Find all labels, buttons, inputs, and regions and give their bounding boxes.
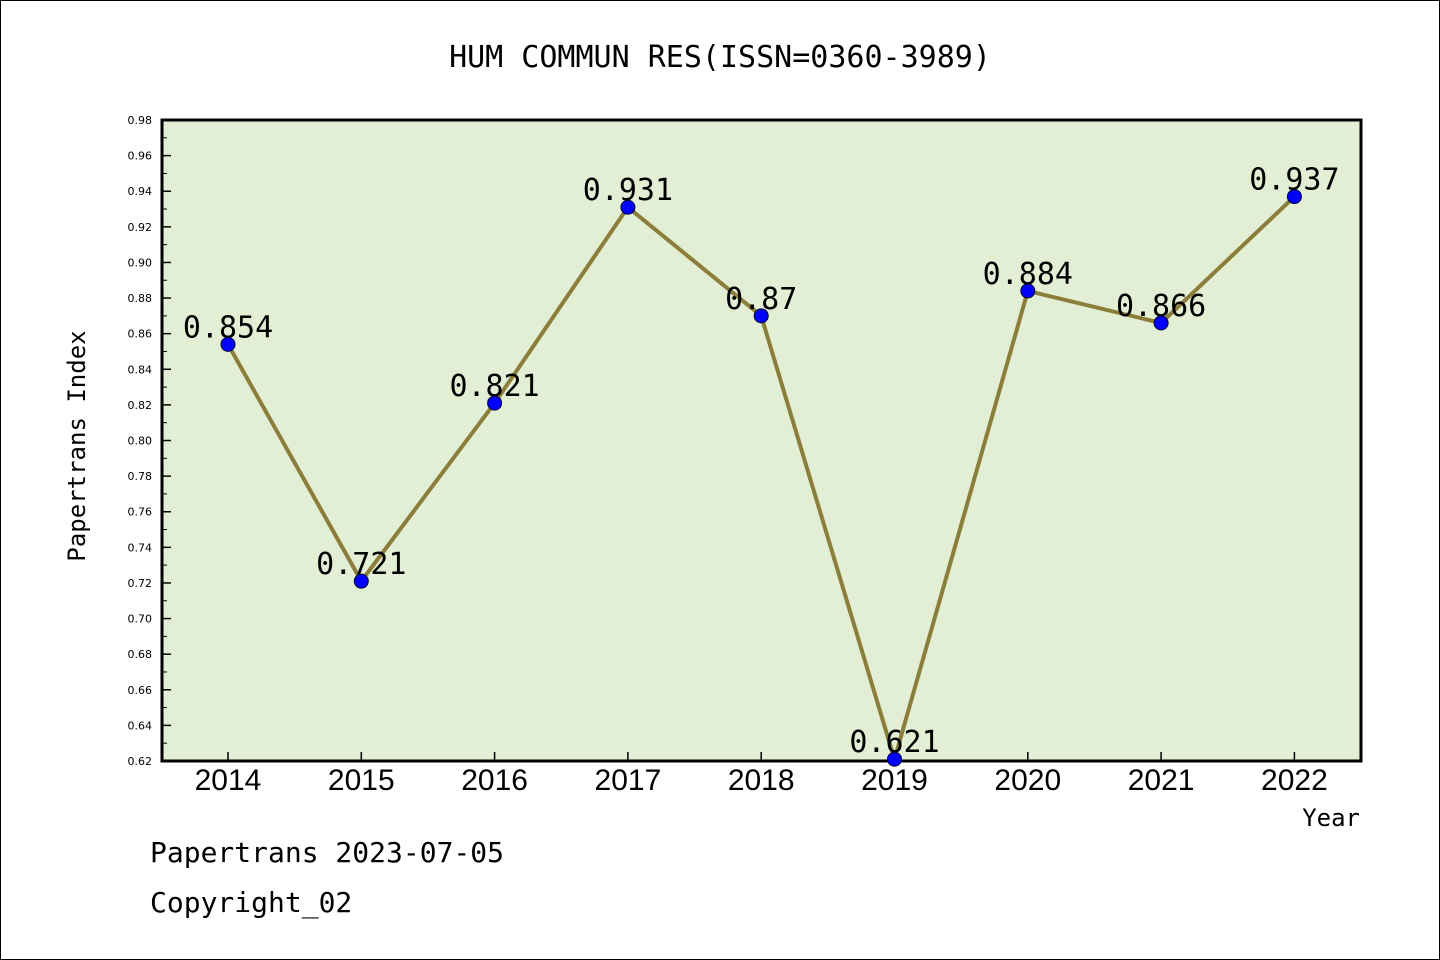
data-label: 0.854 — [183, 310, 273, 345]
footer-copyright: Copyright_02 — [150, 886, 353, 919]
data-point — [220, 336, 236, 352]
y-tick-label: 0.70 — [128, 613, 153, 626]
y-tick-label: 0.64 — [128, 719, 153, 732]
x-tick-label: 2020 — [994, 764, 1061, 797]
data-point — [753, 308, 769, 324]
y-tick-label: 0.66 — [128, 684, 153, 697]
plot-area — [160, 118, 1363, 763]
y-tick-label: 0.84 — [128, 363, 153, 376]
x-tick-label: 2021 — [1128, 764, 1195, 797]
data-markers — [220, 189, 1302, 767]
y-tick-label: 0.96 — [128, 150, 153, 163]
y-tick-label: 0.74 — [128, 541, 153, 554]
x-tick-label: 2015 — [328, 764, 395, 797]
y-tick-label: 0.80 — [128, 435, 153, 448]
y-tick-label: 0.76 — [128, 506, 153, 519]
y-tick-label: 0.62 — [128, 755, 153, 768]
y-tick-label: 0.90 — [128, 256, 153, 269]
data-label: 0.621 — [849, 725, 939, 760]
data-point — [1153, 315, 1169, 331]
data-label: 0.866 — [1116, 289, 1206, 324]
data-point — [1020, 283, 1036, 299]
data-label: 0.937 — [1249, 163, 1339, 198]
y-tick-label: 0.92 — [128, 221, 153, 234]
y-axis-label: Papertrans Index — [63, 330, 91, 561]
x-tick-label: 2014 — [195, 764, 262, 797]
x-tick-label: 2017 — [595, 764, 662, 797]
x-tick-label: 2022 — [1261, 764, 1328, 797]
x-tick-label: 2018 — [728, 764, 795, 797]
data-point — [887, 751, 902, 767]
data-label: 0.821 — [449, 369, 539, 404]
data-label: 0.884 — [983, 257, 1073, 292]
data-label: 0.87 — [725, 282, 797, 317]
chart-title: HUM COMMUN RES(ISSN=0360-3989) — [449, 40, 991, 75]
y-axis: 0.62 0.64 0.66 0.68 0.70 0.72 0.74 0.76 0.78 0.80… — [128, 114, 171, 768]
data-labels: 0.854 0.721 0.821 0.931 0.87 0.621 0.884 0.866 0… — [183, 163, 1340, 761]
x-tick-label: 2019 — [861, 764, 928, 797]
data-label: 0.721 — [316, 547, 406, 582]
data-point — [1286, 189, 1302, 205]
y-tick-label: 0.72 — [128, 577, 153, 590]
data-label: 0.931 — [583, 173, 673, 208]
y-tick-label: 0.82 — [128, 399, 153, 412]
y-tick-label: 0.68 — [128, 648, 153, 661]
data-point — [620, 199, 636, 215]
footer-date: Papertrans 2023-07-05 — [150, 836, 505, 869]
data-point — [487, 395, 503, 411]
data-point — [353, 573, 369, 589]
y-tick-label: 0.98 — [128, 114, 153, 127]
x-tick-label: 2016 — [461, 764, 528, 797]
y-tick-label: 0.88 — [128, 292, 153, 305]
y-tick-label: 0.78 — [128, 470, 153, 483]
y-tick-label: 0.86 — [128, 328, 153, 341]
x-axis-label: Year — [1302, 804, 1360, 832]
y-tick-label: 0.94 — [128, 185, 153, 198]
x-axis: 2014 2015 2016 2017 2018 2019 2020 2021 2022 — [195, 752, 1328, 797]
